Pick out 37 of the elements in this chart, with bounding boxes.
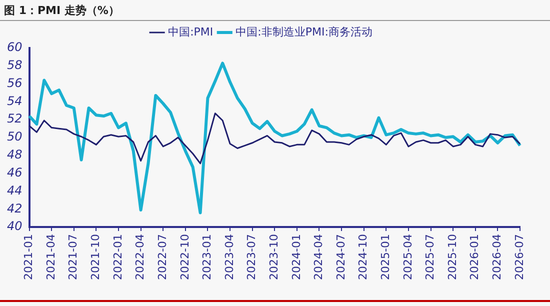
legend-label: 中国:非制造业PMI:商务活动	[236, 25, 372, 38]
x-tick-label: 2023-01	[200, 234, 214, 280]
x-tick-label: 2025-04	[401, 234, 414, 280]
x-tick-label: 2025-01	[379, 234, 392, 280]
y-tick-label: 44	[6, 183, 22, 198]
x-tick-label: 2026-07	[512, 234, 526, 280]
x-tick-label: 2022-01	[111, 234, 124, 280]
x-tick-label: 2021-01	[22, 234, 36, 280]
x-tick-label: 2023-04	[222, 234, 236, 280]
legend-label: 中国:PMI	[168, 25, 214, 38]
x-tick-label: 2021-10	[89, 234, 102, 280]
x-tick-label: 2022-10	[178, 234, 192, 280]
y-tick-label: 58	[6, 58, 23, 72]
y-tick-label: 42	[6, 201, 22, 216]
x-tick-label: 2026-04	[490, 234, 504, 280]
x-tick-label: 2024-04	[312, 234, 326, 280]
y-tick-label: 56	[6, 76, 23, 90]
x-tick-label: 2024-07	[334, 234, 348, 280]
x-tick-label: 2023-07	[245, 234, 258, 280]
x-tick-label: 2025-10	[446, 234, 459, 280]
chart-title: 图 1：PMI 走势（%）	[0, 0, 550, 21]
y-tick-label: 50	[6, 130, 23, 144]
y-tick-label: 46	[6, 165, 23, 180]
x-tick-label: 2025-07	[424, 234, 437, 280]
x-tick-label: 2021-04	[44, 234, 58, 280]
x-tick-label: 2022-04	[134, 234, 147, 280]
x-tick-label: 2023-10	[267, 234, 280, 280]
y-tick-label: 40	[6, 219, 23, 234]
y-tick-label: 54	[6, 94, 22, 108]
y-tick-label: 60	[6, 40, 23, 54]
x-tick-label: 2022-07	[156, 234, 169, 280]
x-tick-label: 2024-10	[356, 234, 370, 280]
y-tick-label: 52	[6, 112, 22, 126]
x-tick-label: 2024-01	[290, 234, 303, 280]
x-tick-label: 2026-01	[468, 234, 482, 280]
x-tick-label: 2021-07	[66, 234, 80, 280]
y-tick-label: 48	[6, 148, 23, 162]
